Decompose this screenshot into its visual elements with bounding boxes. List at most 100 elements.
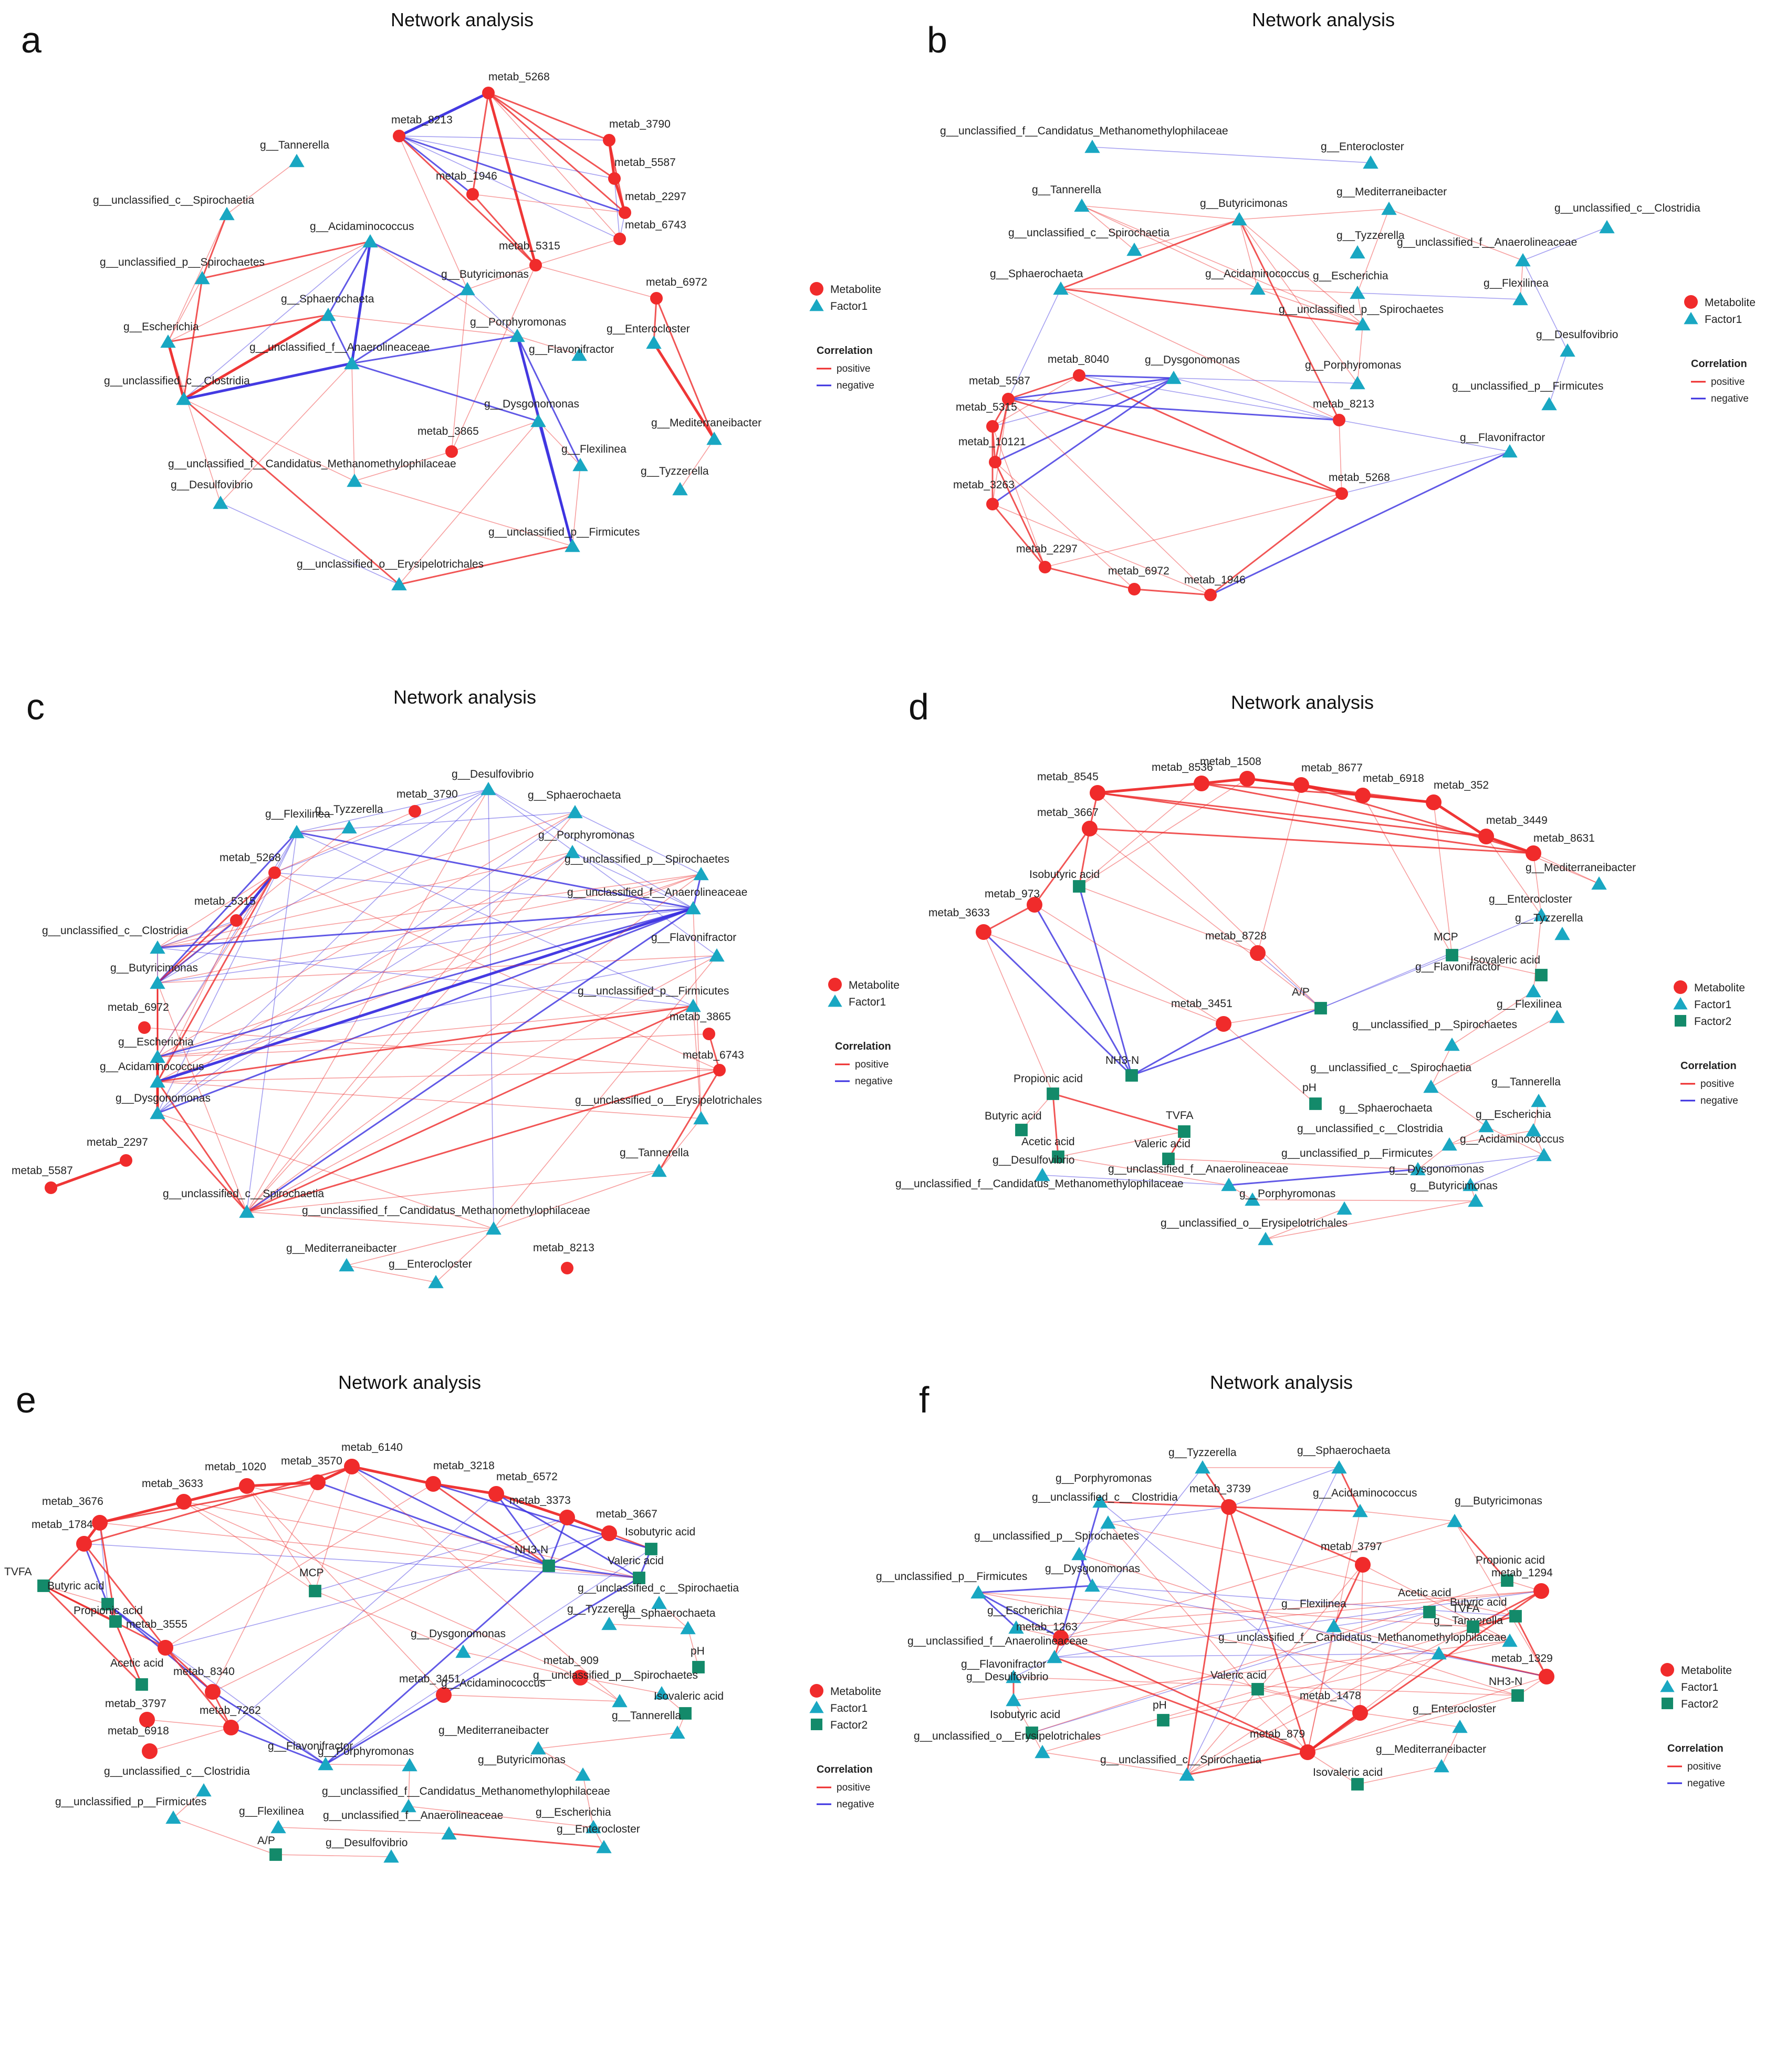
node-label: g__Butyricimonas xyxy=(110,962,198,974)
node-label: g__Desulfovibrio xyxy=(1536,329,1618,341)
node-label: TVFA xyxy=(4,1566,32,1578)
edge-positive xyxy=(1223,1008,1321,1024)
edge-positive xyxy=(1257,288,1363,325)
node-label: metab_3373 xyxy=(509,1494,571,1506)
edge-negative xyxy=(157,907,694,1058)
edge-positive xyxy=(1472,1590,1542,1628)
edge-positive xyxy=(1054,1656,1308,1753)
node-factor1-anaero xyxy=(1047,1650,1062,1663)
node-factor2-isobut xyxy=(1073,880,1085,893)
node-label: g__Desulfovibrio xyxy=(452,768,534,780)
edge-positive xyxy=(1089,828,1534,854)
node-factor1-esch xyxy=(1008,1620,1024,1634)
node-metabolite-m3449 xyxy=(1478,829,1494,844)
node-factor1-buty xyxy=(1447,1514,1463,1527)
node-label: metab_5315 xyxy=(499,240,560,252)
edge-positive xyxy=(580,1677,662,1694)
legend-correlation-title: Correlation xyxy=(817,345,873,357)
edge-positive xyxy=(1097,792,1534,854)
node-factor1-clostr xyxy=(1599,220,1615,234)
edge-negative xyxy=(1079,375,1340,421)
node-label: Acetic acid xyxy=(1398,1587,1451,1599)
edge-negative xyxy=(548,1517,568,1566)
edge-positive xyxy=(157,1033,709,1058)
node-metabolite-m3451 xyxy=(436,1687,452,1703)
node-label: g__Mediterraneibacter xyxy=(286,1242,396,1254)
node-factor2-butyr xyxy=(1509,1610,1522,1623)
edge-positive xyxy=(1081,205,1363,325)
edge-positive xyxy=(246,955,717,1212)
edge-positive xyxy=(220,363,352,504)
edge-positive xyxy=(1079,783,1202,887)
edge-positive xyxy=(43,1585,143,1686)
node-factor1-dysgo xyxy=(530,414,546,427)
edge-positive xyxy=(1362,795,1453,956)
edge-positive xyxy=(1097,792,1321,1009)
node-metabolite-m5315 xyxy=(986,420,999,433)
edge-negative xyxy=(327,315,353,364)
edge-negative xyxy=(157,908,694,983)
node-label: g__unclassified_f__Candidatus_Methanomet… xyxy=(940,125,1228,137)
edge-positive xyxy=(399,135,468,290)
node-metabolite-m3667 xyxy=(1082,821,1098,836)
node-label: metab_3739 xyxy=(1189,1483,1251,1495)
node-label: g__Porphyromonas xyxy=(1056,1472,1152,1484)
edge-negative xyxy=(614,178,620,239)
node-factor1-dysgo xyxy=(1463,1178,1478,1191)
node-label: g__Flavonifractor xyxy=(651,932,736,944)
node-factor1-flexi xyxy=(1549,1010,1565,1023)
node-label: A/P xyxy=(1292,986,1310,998)
node-label: metab_8040 xyxy=(1048,353,1109,365)
edge-positive xyxy=(493,1170,660,1229)
node-metabolite-m3790 xyxy=(603,134,615,146)
edge-negative xyxy=(399,135,615,179)
legend-negative-label: negative xyxy=(837,1799,874,1810)
edge-positive xyxy=(472,194,537,266)
legend-label: Factor1 xyxy=(1694,999,1731,1011)
node-metabolite-m2297 xyxy=(619,206,631,219)
edge-positive xyxy=(983,932,1224,1024)
edge-negative xyxy=(978,1592,1061,1639)
edge-positive xyxy=(1163,1640,1510,1721)
legend-positive-label: positive xyxy=(1711,376,1745,388)
edge-negative xyxy=(327,241,371,316)
edge-positive xyxy=(157,872,275,948)
edge-positive xyxy=(183,1501,549,1566)
edge-positive xyxy=(1307,1752,1358,1785)
node-label: MCP xyxy=(299,1567,324,1579)
node-label: metab_6972 xyxy=(108,1001,169,1013)
node-label: g__Enterocloster xyxy=(1413,1703,1496,1715)
node-label: g__unclassified_p__Spirochaetes xyxy=(974,1530,1139,1542)
legend-negative-label: negative xyxy=(1711,393,1749,404)
legend-label: Factor2 xyxy=(1681,1698,1718,1710)
node-metabolite-m6972 xyxy=(1128,583,1141,595)
edge-positive xyxy=(1451,955,1542,976)
edge-positive xyxy=(408,1806,594,1828)
edge-positive xyxy=(1202,1467,1230,1508)
edge-positive xyxy=(1042,1616,1516,1753)
node-factor1-porph xyxy=(402,1758,417,1772)
edge-positive xyxy=(157,872,275,1058)
node-label: metab_3790 xyxy=(609,118,671,130)
node-label: Isobutyric acid xyxy=(1029,868,1100,881)
node-label: metab_7262 xyxy=(200,1704,261,1717)
node-factor1-candid xyxy=(1084,140,1100,153)
edge-positive xyxy=(1060,288,1363,326)
node-label: Butyric acid xyxy=(47,1580,105,1592)
node-metabolite-m1329 xyxy=(1539,1669,1554,1684)
edge-positive xyxy=(1079,886,1258,954)
node-metabolite-m5315 xyxy=(529,259,542,271)
edge-positive xyxy=(609,1624,688,1629)
edge-positive xyxy=(1451,991,1534,1045)
legend-marker-factor2 xyxy=(1674,1014,1687,1027)
node-label: g__Flavonifractor xyxy=(268,1740,353,1752)
edge-negative xyxy=(1522,260,1568,351)
edge-positive xyxy=(995,462,1135,590)
node-metabolite-m973 xyxy=(1027,897,1042,913)
node-factor1-tann xyxy=(1502,1634,1518,1647)
node-factor1-desulf xyxy=(481,782,496,796)
node-label: metab_8545 xyxy=(1037,771,1099,783)
node-factor1-upspir xyxy=(1355,317,1371,331)
node-label: g__Desulfovibrio xyxy=(993,1154,1074,1166)
edge-positive xyxy=(1449,1130,1534,1145)
